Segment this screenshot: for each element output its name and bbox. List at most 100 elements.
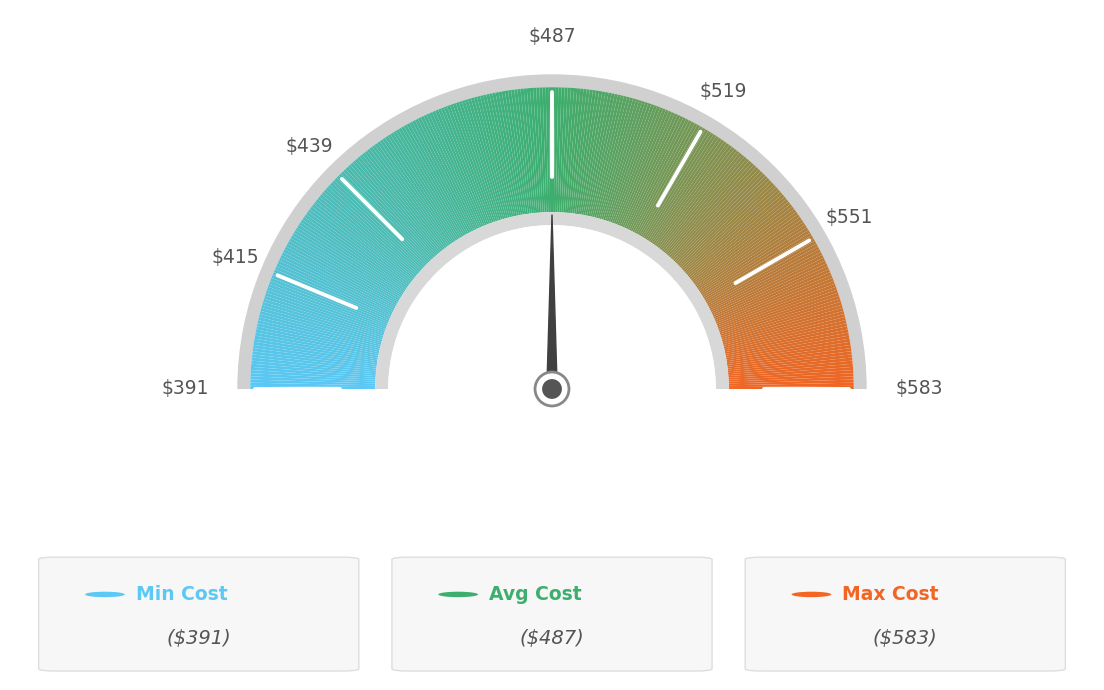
Wedge shape bbox=[415, 119, 474, 231]
Wedge shape bbox=[354, 159, 438, 255]
Wedge shape bbox=[477, 96, 510, 218]
Wedge shape bbox=[660, 150, 740, 250]
Wedge shape bbox=[593, 95, 624, 217]
Wedge shape bbox=[577, 90, 599, 215]
Wedge shape bbox=[576, 90, 596, 214]
Wedge shape bbox=[255, 333, 379, 357]
Wedge shape bbox=[680, 180, 772, 268]
Wedge shape bbox=[511, 90, 530, 214]
Wedge shape bbox=[698, 219, 804, 291]
Wedge shape bbox=[265, 293, 384, 335]
Wedge shape bbox=[444, 106, 490, 224]
Wedge shape bbox=[382, 137, 454, 243]
Wedge shape bbox=[624, 113, 678, 228]
Wedge shape bbox=[580, 91, 603, 215]
Wedge shape bbox=[565, 88, 577, 213]
Wedge shape bbox=[627, 116, 683, 230]
Wedge shape bbox=[449, 104, 493, 223]
Wedge shape bbox=[725, 333, 849, 357]
Wedge shape bbox=[364, 150, 444, 250]
Wedge shape bbox=[533, 88, 543, 213]
Wedge shape bbox=[665, 157, 746, 254]
Wedge shape bbox=[726, 345, 851, 365]
Wedge shape bbox=[710, 252, 822, 310]
Wedge shape bbox=[305, 214, 407, 288]
Wedge shape bbox=[352, 161, 436, 257]
Wedge shape bbox=[605, 101, 645, 221]
Wedge shape bbox=[620, 111, 672, 227]
Wedge shape bbox=[729, 383, 853, 387]
Wedge shape bbox=[440, 107, 489, 224]
Wedge shape bbox=[617, 108, 666, 225]
Wedge shape bbox=[688, 197, 786, 277]
Wedge shape bbox=[294, 230, 402, 297]
Wedge shape bbox=[289, 238, 399, 302]
Wedge shape bbox=[293, 233, 401, 299]
Wedge shape bbox=[424, 115, 478, 229]
Wedge shape bbox=[582, 92, 605, 215]
Wedge shape bbox=[571, 89, 586, 213]
Wedge shape bbox=[729, 364, 853, 376]
Wedge shape bbox=[432, 111, 484, 227]
Wedge shape bbox=[701, 227, 808, 296]
Wedge shape bbox=[728, 348, 851, 367]
Wedge shape bbox=[256, 326, 379, 354]
Wedge shape bbox=[676, 173, 765, 264]
Wedge shape bbox=[630, 119, 689, 231]
Wedge shape bbox=[254, 339, 378, 362]
Wedge shape bbox=[257, 320, 380, 351]
Wedge shape bbox=[691, 201, 790, 281]
Wedge shape bbox=[723, 311, 845, 345]
Wedge shape bbox=[360, 155, 440, 253]
Wedge shape bbox=[693, 206, 794, 284]
Wedge shape bbox=[729, 386, 853, 389]
Wedge shape bbox=[252, 361, 376, 374]
Wedge shape bbox=[640, 128, 705, 237]
Wedge shape bbox=[486, 94, 516, 217]
Wedge shape bbox=[724, 320, 847, 351]
Wedge shape bbox=[259, 311, 381, 345]
Wedge shape bbox=[362, 152, 443, 252]
Wedge shape bbox=[339, 173, 428, 264]
Wedge shape bbox=[252, 357, 376, 373]
Wedge shape bbox=[726, 335, 850, 359]
Wedge shape bbox=[252, 351, 376, 368]
Wedge shape bbox=[501, 91, 524, 215]
Wedge shape bbox=[686, 192, 783, 275]
Wedge shape bbox=[277, 261, 392, 315]
Wedge shape bbox=[588, 94, 618, 217]
Wedge shape bbox=[358, 157, 439, 254]
Wedge shape bbox=[707, 241, 817, 304]
Wedge shape bbox=[251, 383, 375, 387]
Wedge shape bbox=[563, 88, 574, 213]
Wedge shape bbox=[555, 88, 562, 213]
Wedge shape bbox=[719, 287, 837, 331]
Wedge shape bbox=[637, 125, 700, 235]
Wedge shape bbox=[263, 302, 383, 339]
Wedge shape bbox=[720, 293, 839, 335]
Wedge shape bbox=[272, 275, 389, 324]
Wedge shape bbox=[655, 143, 730, 246]
Wedge shape bbox=[549, 87, 552, 213]
Wedge shape bbox=[697, 214, 799, 288]
Wedge shape bbox=[251, 376, 375, 384]
Wedge shape bbox=[251, 364, 375, 376]
Wedge shape bbox=[728, 354, 852, 371]
Wedge shape bbox=[253, 345, 378, 365]
Wedge shape bbox=[523, 88, 538, 213]
Circle shape bbox=[438, 592, 478, 597]
Wedge shape bbox=[728, 361, 852, 374]
Wedge shape bbox=[492, 92, 519, 216]
Wedge shape bbox=[545, 87, 550, 213]
Wedge shape bbox=[561, 88, 571, 213]
Wedge shape bbox=[612, 105, 657, 224]
Wedge shape bbox=[670, 165, 756, 259]
Wedge shape bbox=[496, 92, 521, 215]
Wedge shape bbox=[300, 219, 406, 291]
Wedge shape bbox=[611, 104, 655, 223]
Wedge shape bbox=[615, 107, 664, 224]
Wedge shape bbox=[259, 314, 381, 347]
Wedge shape bbox=[650, 137, 722, 243]
Wedge shape bbox=[374, 143, 449, 246]
Wedge shape bbox=[705, 238, 815, 302]
